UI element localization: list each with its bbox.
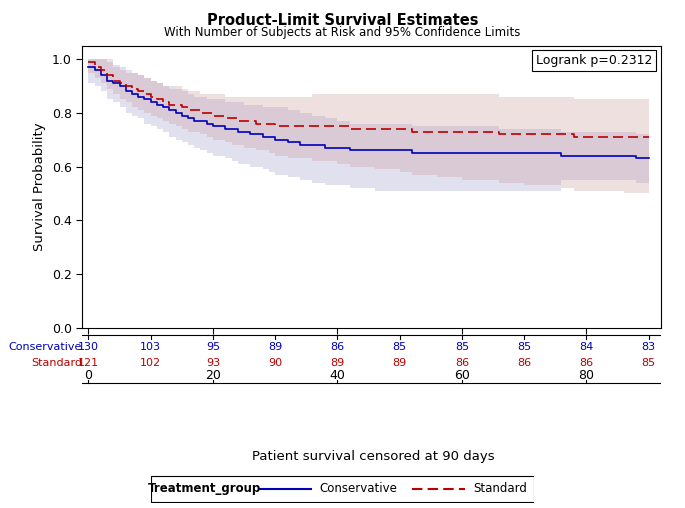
Text: 89: 89 (393, 358, 407, 368)
Text: 83: 83 (642, 342, 656, 352)
Text: 40: 40 (329, 369, 345, 382)
Text: Patient survival censored at 90 days: Patient survival censored at 90 days (252, 450, 495, 463)
Text: Product-Limit Survival Estimates: Product-Limit Survival Estimates (207, 13, 478, 28)
Text: 85: 85 (517, 342, 531, 352)
Text: Treatment_group: Treatment_group (148, 483, 261, 495)
Text: 86: 86 (517, 358, 531, 368)
Text: 85: 85 (642, 358, 656, 368)
Text: 95: 95 (206, 342, 220, 352)
Text: Standard: Standard (473, 483, 527, 495)
Text: 102: 102 (140, 358, 161, 368)
Text: 84: 84 (580, 342, 593, 352)
Text: Logrank p=0.2312: Logrank p=0.2312 (536, 54, 652, 67)
Text: 85: 85 (393, 342, 407, 352)
Text: 103: 103 (140, 342, 161, 352)
Text: 80: 80 (578, 369, 595, 382)
Text: 89: 89 (330, 358, 345, 368)
Text: 121: 121 (78, 358, 99, 368)
Text: 86: 86 (455, 358, 469, 368)
Y-axis label: Survival Probability: Survival Probability (34, 122, 46, 251)
Text: 93: 93 (206, 358, 220, 368)
Text: 89: 89 (268, 342, 282, 352)
Text: Conservative: Conservative (319, 483, 397, 495)
Text: 130: 130 (78, 342, 99, 352)
Text: With Number of Subjects at Risk and 95% Confidence Limits: With Number of Subjects at Risk and 95% … (164, 26, 521, 40)
Text: 20: 20 (205, 369, 221, 382)
Text: 60: 60 (454, 369, 470, 382)
Text: 86: 86 (580, 358, 593, 368)
Text: 85: 85 (455, 342, 469, 352)
Text: Standard: Standard (32, 358, 82, 368)
FancyBboxPatch shape (151, 477, 534, 501)
Text: 90: 90 (268, 358, 282, 368)
Text: Conservative: Conservative (9, 342, 82, 352)
Text: 0: 0 (84, 369, 92, 382)
Text: 86: 86 (330, 342, 345, 352)
